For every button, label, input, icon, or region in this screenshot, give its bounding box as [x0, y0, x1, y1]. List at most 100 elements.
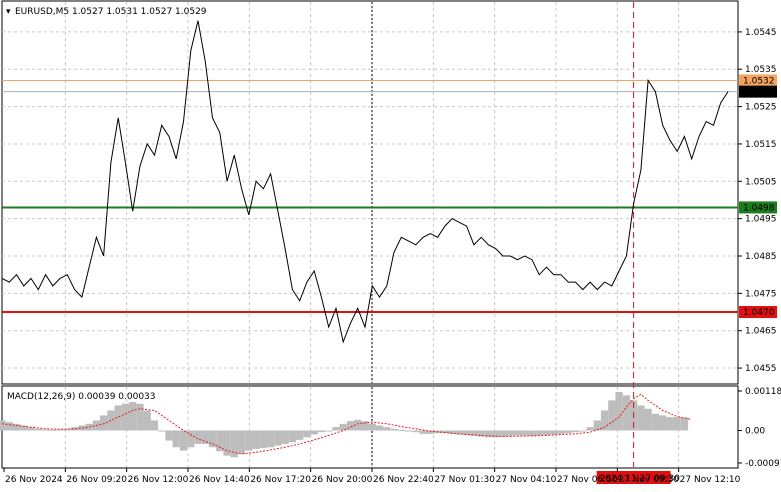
- macd-bar: [165, 430, 173, 441]
- macd-bar: [557, 430, 565, 434]
- macd-bar: [208, 430, 217, 448]
- time-tick-label: 27 Nov 01:30: [434, 475, 495, 485]
- macd-bar: [506, 430, 514, 436]
- price-tick-label: 1.0495: [745, 215, 777, 225]
- macd-bar: [586, 427, 594, 431]
- macd-bar: [528, 430, 536, 436]
- time-tick-label: 27 Nov 06:50: [557, 475, 618, 485]
- macd-bar: [121, 403, 130, 431]
- price-tick-label: 1.0525: [745, 103, 777, 113]
- current-price-label: 1.0529: [743, 88, 775, 98]
- macd-bar: [470, 430, 478, 436]
- macd-bar: [651, 413, 660, 431]
- macd-bar: [441, 430, 449, 434]
- macd-bar: [223, 430, 231, 456]
- macd-bar: [673, 417, 681, 431]
- price-tick-label: 1.0475: [745, 289, 777, 299]
- macd-bar: [368, 423, 376, 431]
- price-tick-label: 1.0485: [745, 252, 777, 262]
- macd-bar: [70, 427, 79, 431]
- resistance-orange-price-label: 1.0532: [743, 76, 775, 86]
- price-line: [1, 20, 729, 344]
- support-green-price-tag: [739, 201, 777, 214]
- macd-bar: [136, 403, 144, 431]
- macd-bar: [237, 430, 246, 454]
- time-tick-label: 26 Nov 12:00: [128, 475, 189, 485]
- price-tick-label: 1.0455: [745, 364, 777, 374]
- macd-bar: [571, 430, 580, 433]
- macd-bar: [354, 419, 362, 431]
- macd-bar: [12, 423, 21, 431]
- macd-bar: [404, 430, 413, 432]
- price-tick-label: 1.0535: [745, 65, 777, 75]
- macd-indicator: [0, 392, 692, 458]
- macd-bar: [129, 402, 137, 431]
- macd-bar: [281, 430, 289, 444]
- macd-bar: [361, 421, 369, 431]
- macd-bar: [49, 429, 57, 431]
- grid: [2, 2, 738, 467]
- macd-bar: [542, 430, 551, 436]
- resistance-orange-price-tag: [739, 74, 777, 87]
- macd-bar: [41, 429, 50, 431]
- macd-bar: [375, 425, 384, 431]
- time-tick-label: 26 Nov 20:00: [312, 475, 373, 485]
- macd-bar: [194, 430, 202, 444]
- macd-bar: [296, 430, 304, 440]
- macd-bar: [0, 420, 6, 431]
- macd-bar: [600, 410, 609, 431]
- macd-bar: [339, 423, 347, 431]
- macd-bar: [499, 430, 507, 437]
- price-series: [1, 20, 729, 344]
- macd-bar: [317, 430, 326, 433]
- macd-bar: [622, 395, 630, 431]
- macd-bar: [179, 430, 188, 451]
- macd-bar: [550, 430, 558, 435]
- macd-bar: [412, 430, 420, 433]
- time-tick-label: 26 Nov 22:40: [373, 475, 434, 485]
- macd-bar: [266, 430, 275, 448]
- macd-signal-line: [1, 393, 692, 455]
- macd-bar: [303, 430, 311, 438]
- macd-bar: [259, 430, 267, 448]
- macd-bar: [78, 425, 86, 431]
- macd-bar: [593, 420, 601, 431]
- macd-bar: [201, 430, 209, 444]
- macd-bar: [637, 405, 645, 431]
- macd-bar: [484, 430, 493, 438]
- macd-bar: [216, 430, 224, 452]
- macd-bar: [114, 405, 122, 431]
- macd-bar: [659, 415, 667, 431]
- macd-bar: [346, 421, 355, 431]
- macd-header: MACD(12,26,9) 0.00039 0.00033: [7, 392, 156, 402]
- macd-bar: [34, 428, 42, 431]
- macd-bar: [680, 417, 689, 431]
- macd-tick-label: -0.00097: [745, 459, 781, 469]
- price-tick-label: 1.0545: [745, 28, 777, 38]
- macd-bar: [477, 430, 485, 437]
- macd-bar: [20, 425, 28, 431]
- macd-bar: [608, 400, 616, 431]
- macd-bar: [143, 410, 151, 431]
- macd-bar: [492, 430, 500, 438]
- macd-tick-label: 0.00118: [745, 387, 781, 397]
- macd-bar: [513, 430, 522, 436]
- level-lines: 1.0532 1.0498 1.0470 1.0529 2024.11.27 09:30: [2, 2, 777, 484]
- crosshair-time-tag: [596, 471, 671, 484]
- macd-bar: [564, 430, 572, 434]
- macd-bar: [27, 427, 35, 431]
- macd-bar: [383, 427, 391, 431]
- macd-bar: [252, 430, 260, 449]
- macd-bar: [245, 430, 253, 451]
- time-tick-label: 26 Nov 17:20: [250, 475, 311, 485]
- current-price-tag: [739, 85, 777, 98]
- macd-bar: [579, 430, 587, 432]
- macd-bar: [325, 430, 333, 432]
- chevron-down-icon[interactable]: ▾: [6, 7, 11, 17]
- macd-bar: [455, 430, 464, 435]
- macd-bar: [56, 429, 64, 431]
- macd-bar: [419, 430, 427, 434]
- macd-bar: [448, 430, 456, 434]
